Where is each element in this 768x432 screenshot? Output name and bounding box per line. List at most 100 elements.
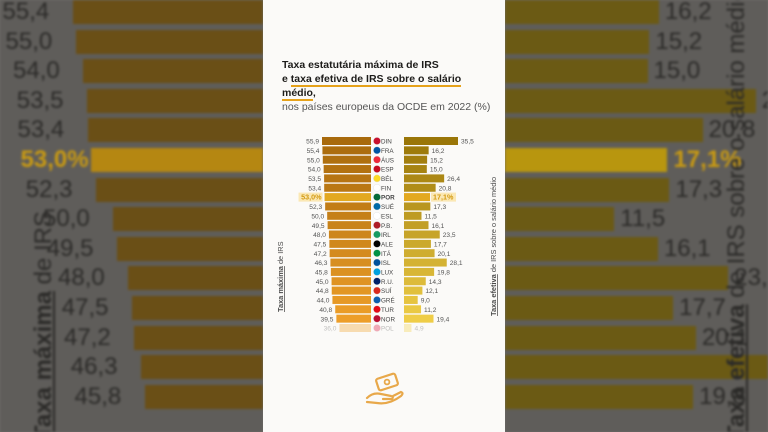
background-left-value: 53,5: [16, 86, 64, 114]
background-left-bar: [83, 59, 263, 84]
right-value-label: 9,0: [421, 298, 430, 305]
country-label: POR: [381, 195, 395, 202]
background-right-bar: [505, 0, 659, 24]
flag-icon: [373, 202, 381, 211]
right-bar: [404, 305, 422, 314]
background-left-bar: [116, 236, 263, 261]
right-axis-title: Taxa efetiva de IRS sobre o salário médi…: [489, 177, 498, 316]
background-left-value: 55,4: [2, 0, 50, 25]
background-left-value: 50,0: [43, 205, 90, 233]
left-value-label: 53,4: [308, 185, 321, 192]
left-value-label: 52,3: [309, 204, 322, 211]
highlight-left-bg: [298, 192, 323, 202]
country-label: ESP: [381, 167, 394, 174]
country-label: P.B.: [381, 223, 392, 230]
country-label: BÉL: [381, 174, 393, 183]
left-value-label: 55,4: [307, 148, 320, 155]
left-bar: [339, 324, 371, 332]
right-bar: [404, 277, 426, 286]
left-value-label: 45,0: [316, 279, 329, 286]
background-right-value: 19,8: [699, 382, 746, 410]
left-value-label: 54,0: [308, 167, 321, 174]
background-left-bar: [86, 88, 263, 113]
title-line-2-suffix: ,: [312, 87, 316, 99]
country-label: ITÁ: [381, 249, 392, 258]
flag-icon: [373, 165, 381, 173]
right-bar: [404, 267, 435, 276]
background-right-value: 17,1%: [673, 146, 742, 173]
right-bar: [404, 230, 440, 239]
flag-icon: [373, 286, 381, 295]
left-bar: [329, 249, 371, 258]
background-left-bar: [75, 29, 263, 54]
left-value-label: 44,8: [316, 288, 329, 295]
right-value-label: 15,2: [430, 157, 443, 164]
title-subtitle: nos países europeus da OCDE em 2022 (%): [282, 101, 491, 113]
right-value-label: 28,1: [450, 260, 463, 267]
background-left-bar: [113, 207, 263, 232]
right-value-label: 17,3: [433, 204, 446, 211]
left-value-label: 53,0%: [301, 193, 322, 202]
right-value-label: 26,4: [447, 176, 460, 183]
left-bar: [329, 239, 371, 248]
background-left-bar: [134, 325, 263, 350]
highlight-right-bg: [431, 192, 457, 202]
right-value-label: 16,1: [431, 223, 444, 230]
background-right-axis-title: Taxa efetiva de IRS sobre o salário médi…: [723, 0, 750, 432]
chart-card: Taxa estatutária máxima de IRS e taxa ef…: [263, 0, 505, 432]
left-bar: [331, 286, 371, 295]
background-right-bar: [505, 296, 674, 320]
background-left-value: 45,8: [74, 382, 122, 410]
flag-icon: [373, 146, 381, 155]
right-bar: [404, 165, 427, 174]
left-value-label: 39,5: [321, 316, 334, 323]
flag-icon: [373, 305, 381, 314]
blurred-background-left: 55,4 55,0 54,0 53,5 53,4 53,0% 52,3 50,0 49,5 48,…: [0, 0, 263, 432]
background-right-bar: [505, 355, 768, 380]
country-label: POL: [381, 326, 394, 333]
flag-icon: [373, 193, 381, 201]
background-left-value: 52,3: [25, 175, 73, 203]
right-bar: [404, 202, 431, 211]
flag-icon: [373, 183, 381, 192]
left-bar: [330, 267, 371, 276]
flag-icon: [373, 174, 381, 183]
right-value-label: 16,2: [432, 148, 445, 155]
country-label: DIN: [381, 139, 392, 146]
right-value-label: 35,5: [461, 139, 474, 146]
chart-title: Taxa estatutária máxima de IRS e taxa ef…: [282, 58, 497, 114]
right-value-label: 12,1: [425, 288, 438, 295]
right-bar: [404, 146, 429, 155]
right-bar: [404, 183, 436, 192]
background-right-value: 26,4: [762, 87, 768, 115]
background-right-bar: [505, 325, 696, 350]
bar-chart: 55,9 DIN 35,5 55,4 FRA 16,2 55,0 ÁUS 15,2 54,0 ESP…: [276, 137, 498, 333]
left-value-label: 55,9: [306, 139, 319, 146]
country-label: ESL: [381, 213, 393, 220]
background-left-value: 49,5: [46, 234, 94, 262]
background-left-value: 47,5: [61, 294, 109, 321]
right-value-label: 11,5: [424, 213, 437, 220]
background-right-bar: [505, 148, 668, 172]
left-value-label: 40,8: [319, 307, 332, 314]
background-left-value: 55,0: [5, 27, 53, 55]
flag-icon: [373, 221, 381, 229]
title-line-2-prefix: e: [282, 73, 291, 85]
right-value-label: 19,8: [437, 270, 450, 277]
country-label: ALE: [381, 241, 393, 248]
background-right-value: 16,1: [663, 234, 711, 262]
left-value-label: 46,3: [315, 260, 328, 267]
country-label: SUÉ: [381, 202, 394, 211]
flag-icon: [373, 268, 381, 276]
left-axis-title: Taxa máxima de IRS: [276, 241, 285, 312]
country-label: ISL: [381, 260, 391, 267]
country-label: FRA: [381, 148, 394, 155]
background-right-bar: [505, 266, 729, 291]
country-label: NOR: [381, 316, 395, 323]
left-bar: [322, 146, 371, 155]
country-label: GRÉ: [381, 296, 395, 305]
right-bar: [404, 314, 434, 323]
flag-icon: [373, 211, 381, 220]
background-left-bar: [72, 0, 263, 24]
background-right-value: 17,3: [675, 175, 723, 203]
